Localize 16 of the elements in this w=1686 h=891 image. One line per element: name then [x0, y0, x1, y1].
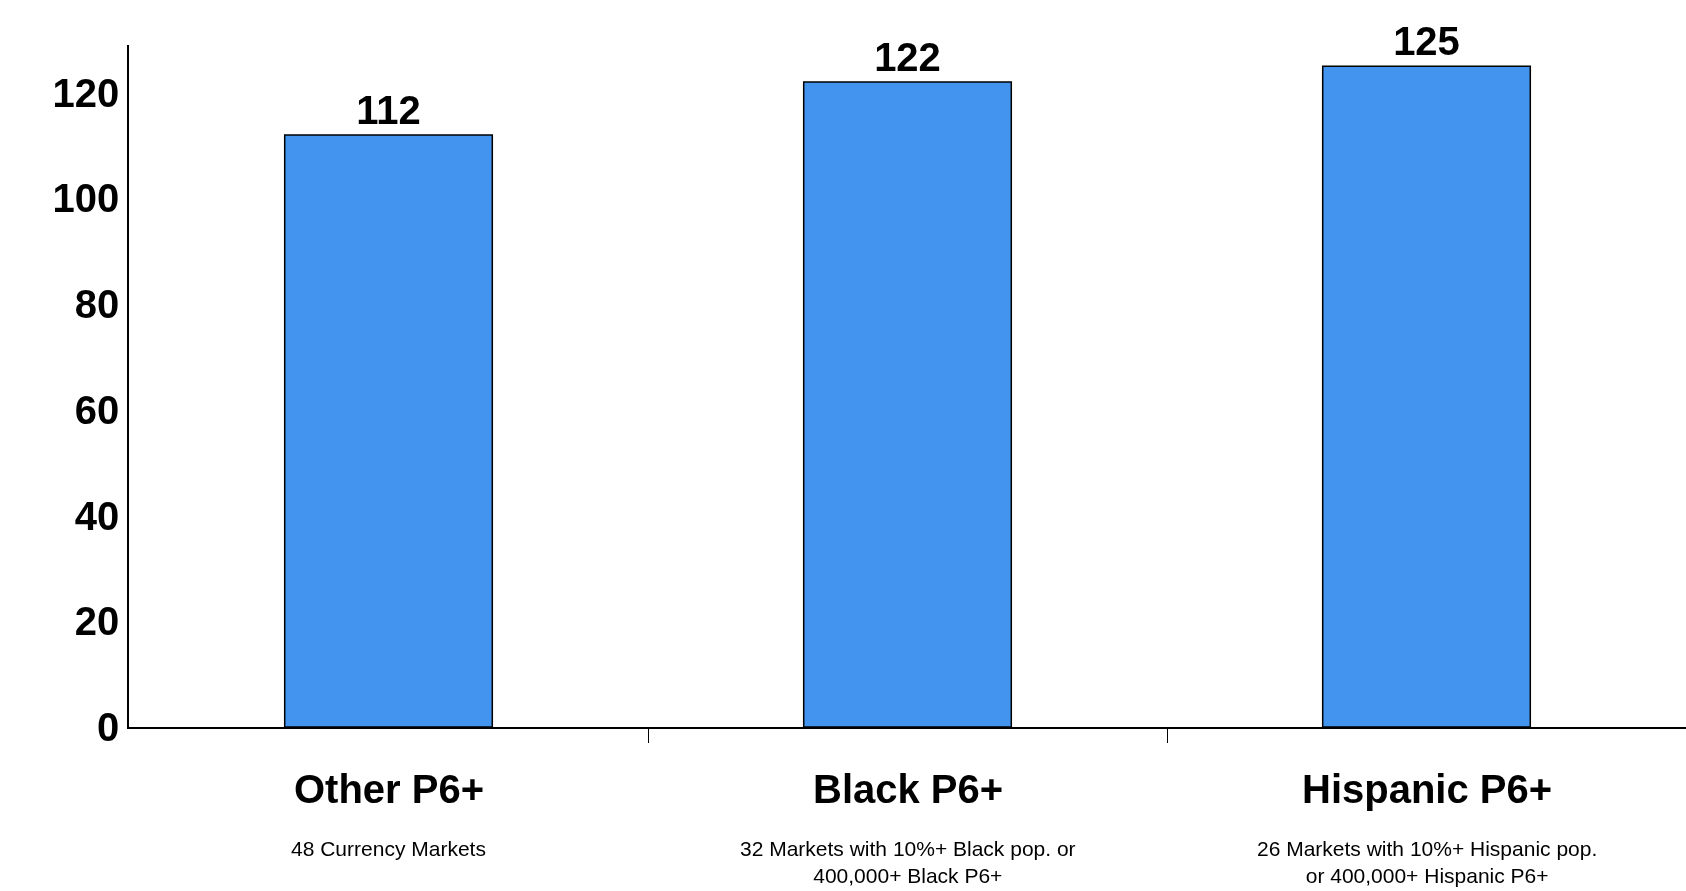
- y-tick-label: 120: [52, 70, 120, 115]
- y-tick-label: 100: [52, 176, 120, 221]
- data-label: 125: [1393, 19, 1460, 64]
- x-tick-label: Hispanic P6+: [1302, 767, 1553, 811]
- data-label: 122: [874, 35, 941, 80]
- y-tick-label: 40: [74, 493, 120, 538]
- x-tick-label: Black P6+: [813, 767, 1004, 811]
- text: 48 Currency Markets: [291, 837, 486, 860]
- text: 26 Markets with 10%+ Hispanic pop. or 400,000+ Hispanic P6+: [1257, 837, 1598, 888]
- data-label: 112: [356, 87, 421, 132]
- y-tick-label: 60: [74, 387, 120, 432]
- y-tick-label: 80: [74, 282, 120, 327]
- y-tick-label: 0: [97, 705, 120, 749]
- y-tick-label: 20: [74, 599, 120, 644]
- x-tick-label: Other P6+: [294, 767, 485, 811]
- text: 32 Markets with 10%+ Black pop. or 400,000+ Black P6+: [740, 837, 1076, 888]
